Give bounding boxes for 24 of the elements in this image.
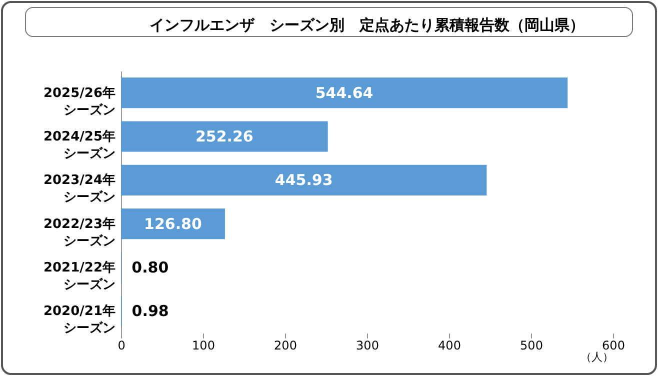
bar	[121, 164, 487, 196]
bar	[121, 121, 328, 152]
data-label: 0.80	[132, 258, 169, 276]
x-tick-label: 200	[274, 338, 297, 352]
data-label: 252.26	[195, 128, 254, 146]
x-tick-label: 300	[356, 338, 379, 352]
data-label: 0.98	[132, 302, 169, 320]
x-tick-label: 0	[118, 338, 126, 352]
x-tick-label: 600	[602, 338, 625, 352]
y-tick-label: 2021/22年シーズン	[43, 260, 116, 292]
x-axis-title: （人）	[580, 350, 614, 364]
chart-title: インフルエンザ シーズン別 定点あたり累積報告数（岡山県）	[150, 16, 584, 34]
y-tick-label: 2022/23年シーズン	[43, 216, 116, 249]
data-label: 544.64	[315, 84, 374, 102]
y-tick-label: 2025/26年シーズン	[43, 86, 116, 118]
data-label: 445.93	[274, 171, 333, 190]
data-label: 126.80	[144, 214, 202, 233]
x-tick-label: 400	[438, 338, 461, 352]
x-tick-label: 500	[520, 338, 543, 352]
x-tick-label: 100	[192, 338, 215, 352]
y-tick-label: 2023/24年シーズン	[43, 173, 116, 206]
y-tick-label: 2024/25年シーズン	[43, 130, 116, 162]
y-tick-label: 2020/21年シーズン	[43, 304, 116, 336]
bar	[121, 78, 568, 108]
